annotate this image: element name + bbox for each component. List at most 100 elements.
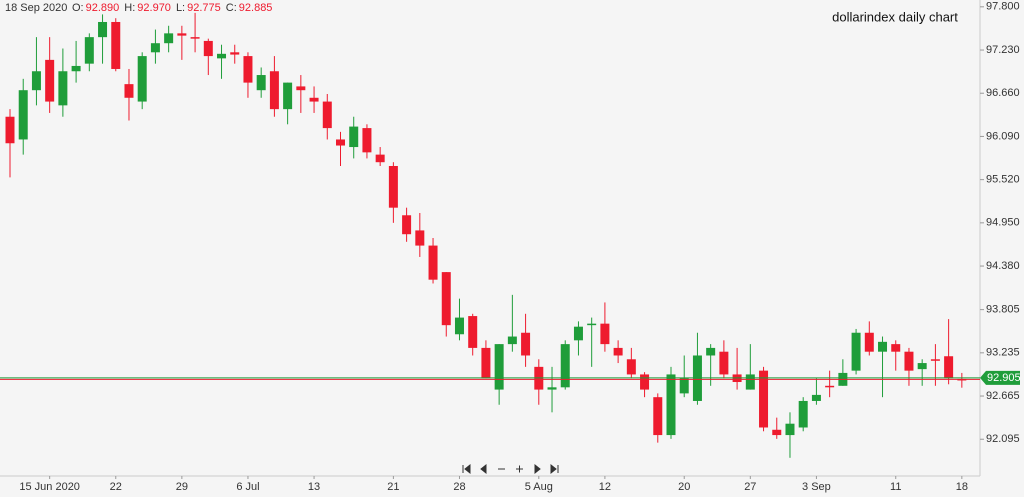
candle-body [283,82,293,110]
x-tick-label: 6 Jul [236,481,259,493]
nav-first[interactable] [462,463,471,475]
y-tick-label: 94.380 [986,260,1020,272]
x-tick-label: 28 [453,481,465,493]
candle-body [891,344,901,352]
candle-body [203,40,213,57]
candle-body [111,21,121,69]
candle-body [415,230,425,246]
candle-body [573,326,583,341]
chart-title: dollarindex daily chart [832,9,958,24]
candle-body [640,374,650,390]
candle-body [309,97,319,102]
candle-body [230,52,240,55]
candle-body [772,429,782,436]
candle-body [84,37,94,64]
candle-body [98,21,108,38]
candle-body [904,351,914,371]
y-tick-label: 96.090 [986,130,1020,142]
candle-body [653,397,663,436]
last-price-label: 92.905 [987,372,1021,384]
y-tick-label: 95.520 [986,174,1020,186]
x-tick-label: 29 [176,481,188,493]
candle-body [864,332,874,352]
candle-body [150,43,160,53]
header-field: L: [176,2,185,14]
last-price-badge [980,370,1020,385]
candle-body [878,341,888,352]
candle-body [825,385,835,388]
candle-body [190,37,200,39]
candle-body [851,332,861,371]
candle-body [521,332,531,356]
candle-body [322,101,332,129]
header-field: H: [124,2,135,14]
x-tick-label: 13 [308,481,320,493]
candle-body [18,90,28,140]
nav-zoom-in[interactable] [516,465,523,473]
candle-body [177,33,187,36]
candle-body [785,423,795,436]
candle-body [679,378,689,394]
candle-body [31,71,41,91]
candle-body [944,356,954,379]
candle-body [759,370,769,428]
candle-body [441,272,451,326]
header-field: O: [72,2,84,14]
candle-body [362,128,372,153]
candle-body [388,165,398,208]
y-tick-label: 97.230 [986,44,1020,56]
candle-body [5,116,15,144]
y-tick-label: 97.800 [986,1,1020,13]
header-field: C: [226,2,237,14]
x-tick-label: 15 Jun 2020 [19,481,80,493]
candle-body [164,33,174,44]
x-tick-label: 12 [599,481,611,493]
y-tick-label: 92.095 [986,433,1020,445]
candle-body [217,53,227,59]
candle-body [71,65,81,72]
header-value: 92.885 [239,2,273,14]
x-tick-label: 21 [387,481,399,493]
y-tick-label: 92.665 [986,390,1020,402]
nav-last[interactable] [550,463,559,475]
candle-body [296,86,306,91]
candle-body [494,344,504,390]
candle-body [481,347,491,379]
y-tick-label: 96.660 [986,87,1020,99]
candle-body [402,215,412,235]
candle-body [745,374,755,390]
x-tick-label: 5 Aug [525,481,553,493]
candle-body [547,387,557,390]
x-tick-label: 22 [110,481,122,493]
candle-body [587,323,597,326]
candle-body [613,347,623,356]
x-tick-label: 27 [744,481,756,493]
candle-body [930,359,940,361]
candle-body [58,71,68,106]
y-tick-label: 94.950 [986,217,1020,229]
candle-body [626,359,636,375]
candle-body [349,126,359,148]
candle-body [719,351,729,375]
x-tick-label: 11 [890,481,901,493]
candle-body [454,317,464,335]
nav-back[interactable] [480,463,487,475]
y-tick-label: 93.235 [986,347,1020,359]
header-value: 92.970 [137,2,171,14]
candle-body [798,400,808,428]
candle-body [811,394,821,401]
candle-body [243,56,253,83]
candle-body [468,316,478,348]
y-tick-label: 93.805 [986,304,1020,316]
candle-body [137,56,147,102]
candle-body [428,245,438,280]
nav-forward[interactable] [534,463,541,475]
nav-controls [462,463,559,475]
candle-body [269,71,279,110]
candle-body [256,75,266,91]
candle-body [560,344,570,388]
candle-body [600,323,610,345]
